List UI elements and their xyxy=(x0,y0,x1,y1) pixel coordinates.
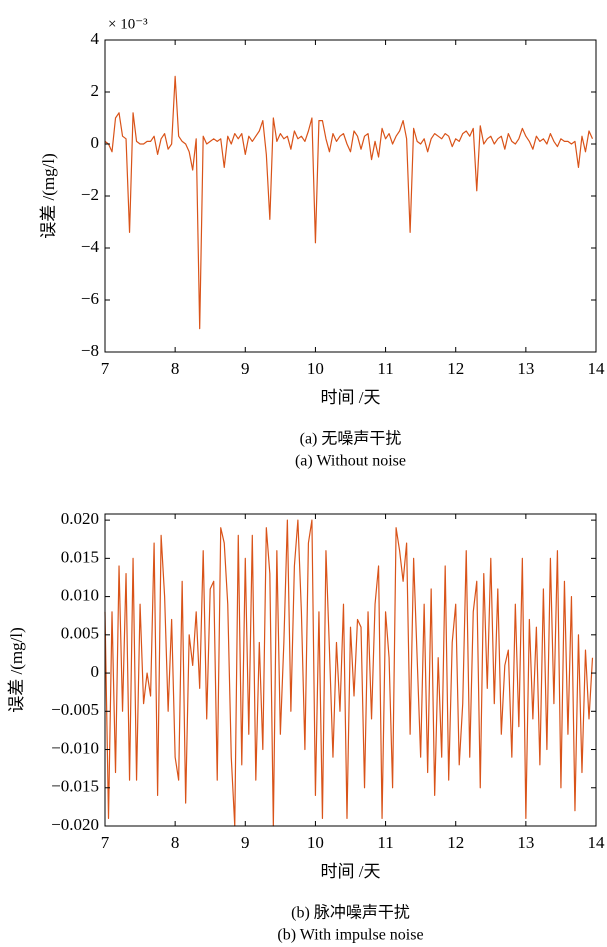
y-axis-label: 误差 /(mg/l) xyxy=(7,627,26,712)
y-tick-label: 0.015 xyxy=(61,547,99,566)
x-tick-label: 9 xyxy=(241,359,250,378)
y-tick-label: −2 xyxy=(81,185,99,204)
x-tick-label: 7 xyxy=(101,833,110,852)
y-tick-label: −0.005 xyxy=(51,700,99,719)
y-tick-label: −6 xyxy=(81,289,99,308)
x-axis-label: 时间 /天 xyxy=(321,388,381,407)
x-tick-label: 13 xyxy=(517,359,534,378)
y-tick-label: 0.005 xyxy=(61,624,99,643)
caption-en: (b) With impulse noise xyxy=(277,927,423,944)
y-tick-label: 2 xyxy=(91,81,100,100)
y-tick-label: 0 xyxy=(91,133,100,152)
x-tick-label: 12 xyxy=(447,359,464,378)
y-multiplier: × 10⁻³ xyxy=(108,16,148,32)
x-tick-label: 14 xyxy=(588,833,606,852)
x-axis-label: 时间 /天 xyxy=(321,862,381,881)
y-tick-label: −0.015 xyxy=(51,777,99,796)
y-tick-label: −4 xyxy=(81,237,100,256)
plot-frame xyxy=(104,513,597,827)
x-tick-label: 8 xyxy=(171,359,180,378)
y-tick-label: 0 xyxy=(91,662,100,681)
x-tick-label: 14 xyxy=(588,359,606,378)
y-axis-label: 误差 /(mg/l) xyxy=(39,153,58,238)
y-tick-label: −0.020 xyxy=(51,815,99,834)
plot-frame xyxy=(104,39,597,353)
x-tick-label: 7 xyxy=(101,359,110,378)
x-tick-label: 11 xyxy=(377,359,393,378)
data-line xyxy=(104,519,594,827)
x-tick-label: 9 xyxy=(241,833,250,852)
x-tick-label: 12 xyxy=(447,833,464,852)
data-line xyxy=(104,75,594,330)
caption-en: (a) Without noise xyxy=(295,453,406,470)
caption: (a) 无噪声干扰 xyxy=(300,430,402,448)
x-tick-label: 10 xyxy=(307,359,324,378)
x-tick-label: 8 xyxy=(171,833,180,852)
y-tick-label: 0.010 xyxy=(61,585,99,604)
x-tick-label: 10 xyxy=(307,833,324,852)
x-tick-label: 13 xyxy=(517,833,534,852)
y-tick-label: 4 xyxy=(91,29,100,48)
caption: (b) 脉冲噪声干扰 xyxy=(291,904,410,922)
y-tick-label: 0.020 xyxy=(61,509,99,528)
x-tick-label: 11 xyxy=(377,833,393,852)
y-tick-label: −8 xyxy=(81,341,99,360)
y-tick-label: −0.010 xyxy=(51,738,99,757)
